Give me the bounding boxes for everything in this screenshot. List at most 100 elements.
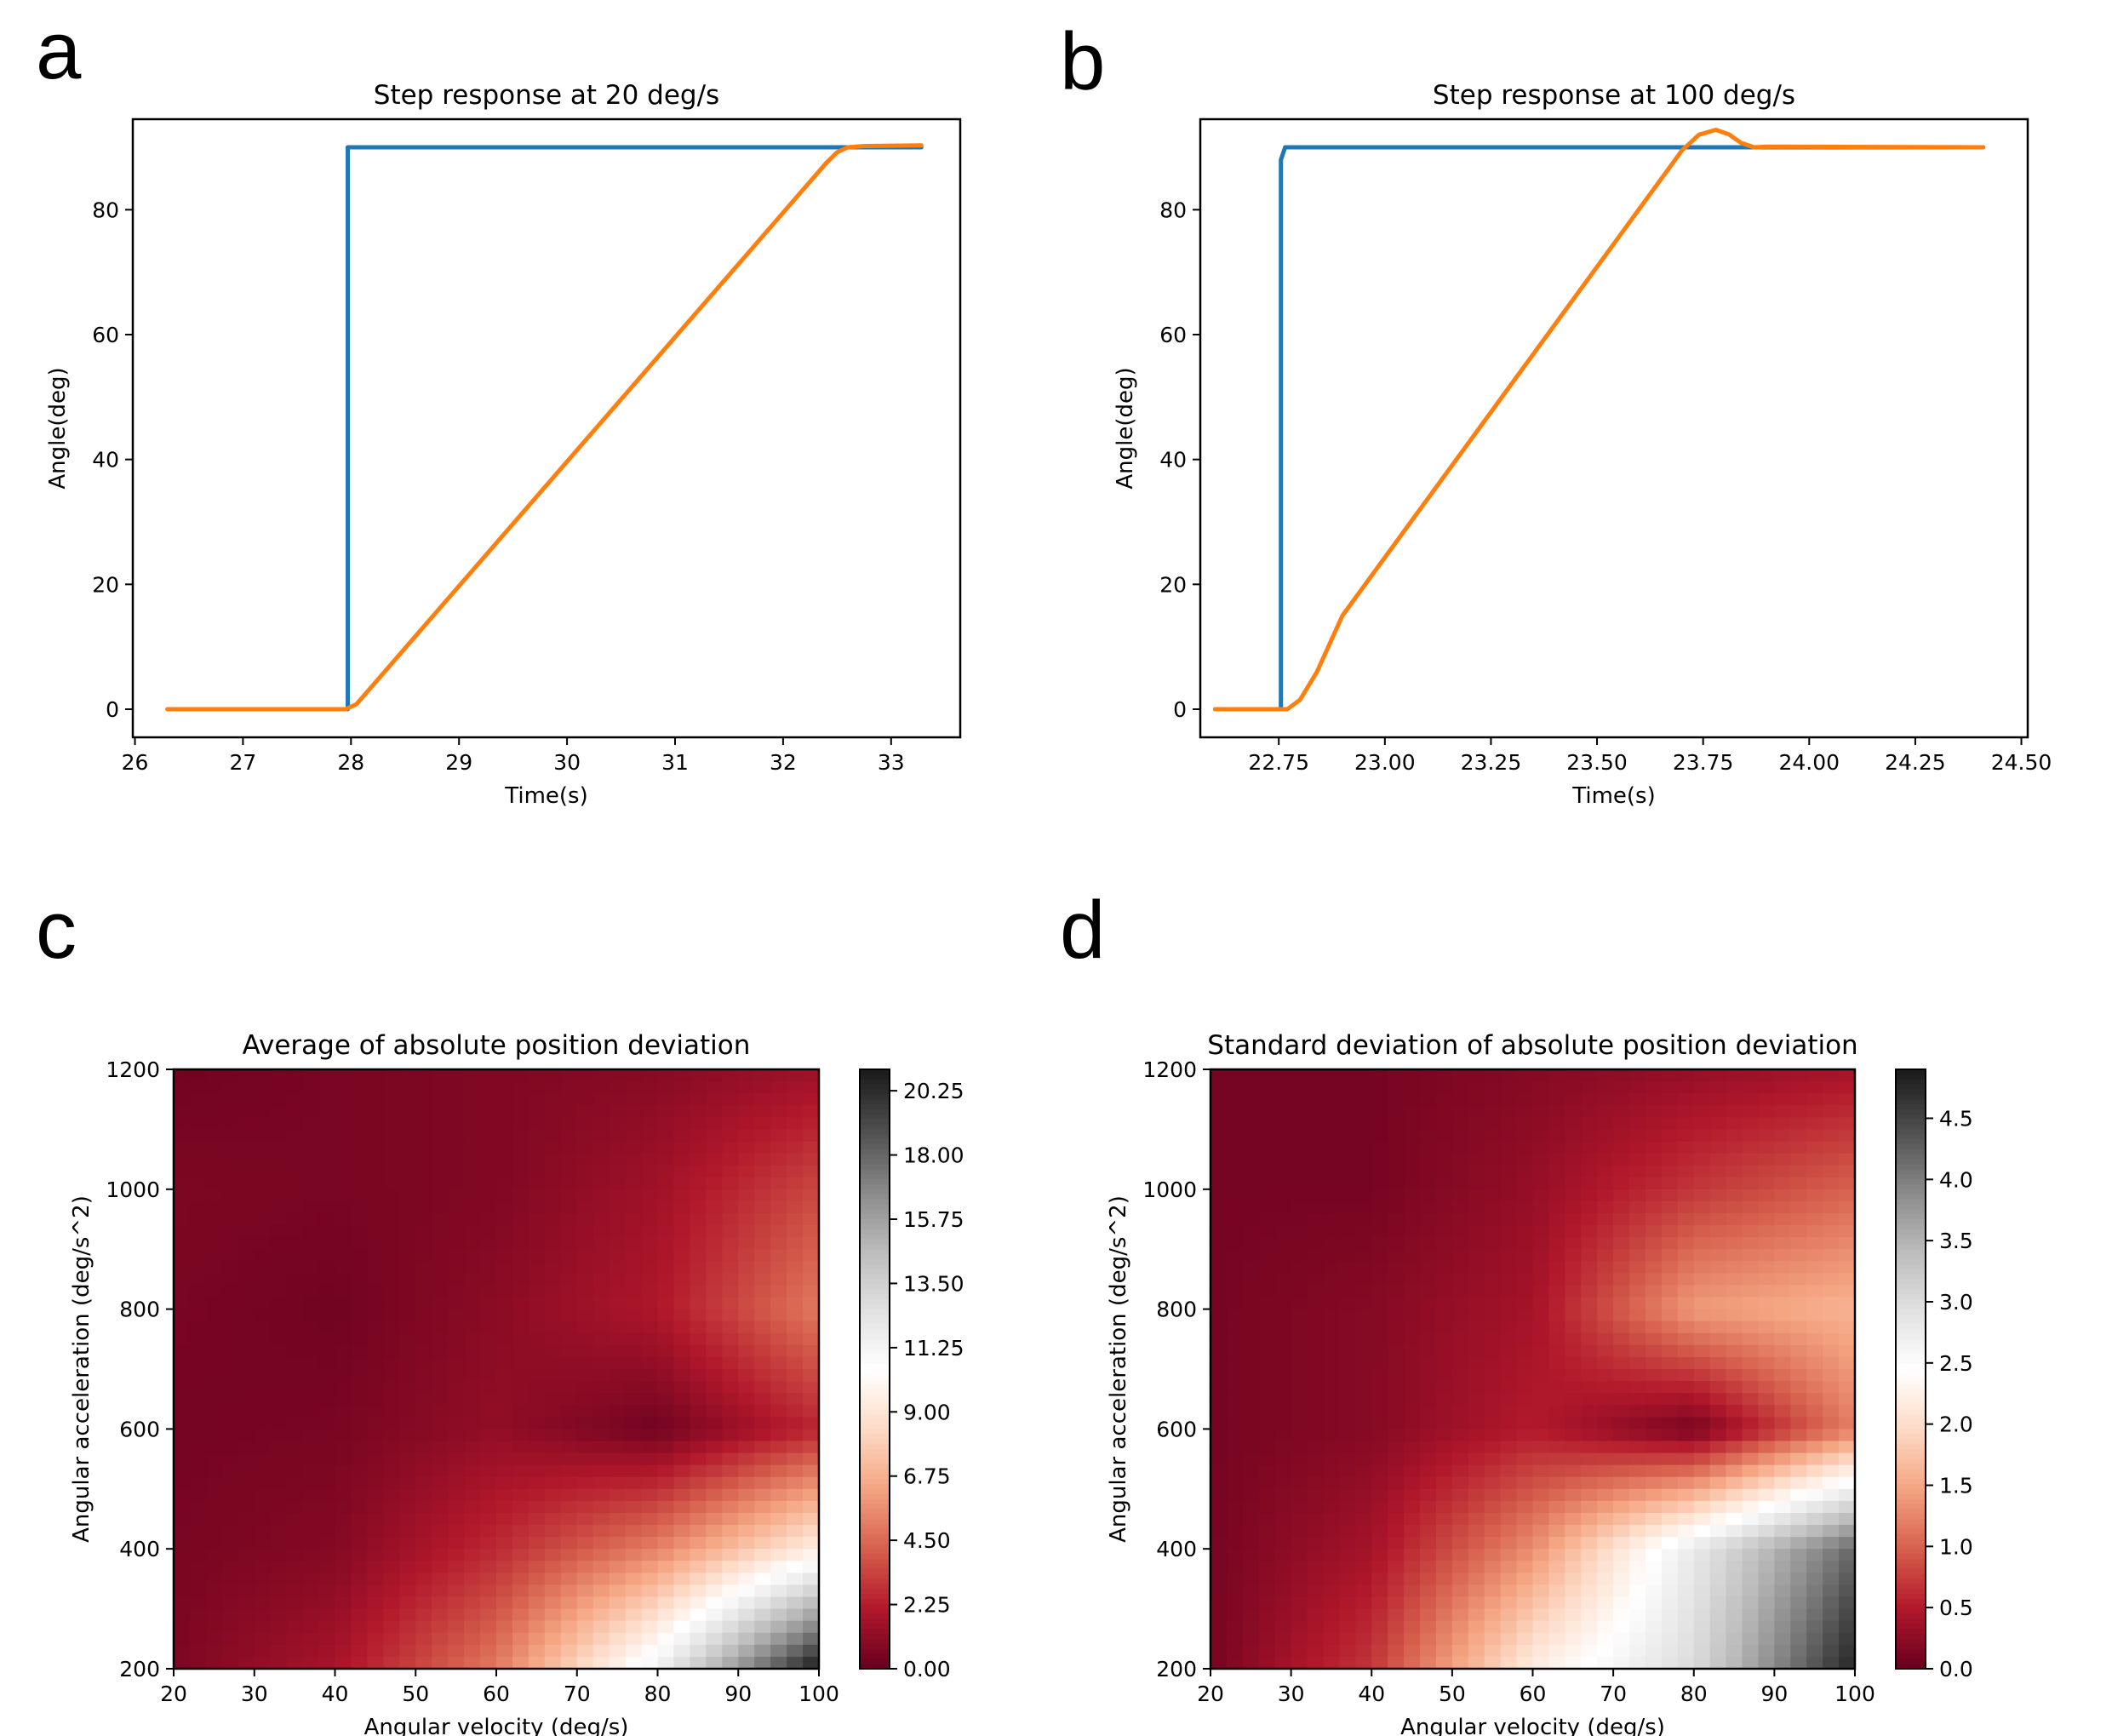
- heatmap-cell: [238, 1500, 255, 1514]
- heatmap-cell: [1258, 1429, 1276, 1442]
- heatmap-cell: [706, 1452, 723, 1466]
- heatmap-cell: [221, 1488, 239, 1502]
- heatmap-cell: [1839, 1332, 1856, 1346]
- heatmap-cell: [770, 1273, 787, 1286]
- heatmap-cell: [1451, 1464, 1469, 1478]
- panel-letter-d: d: [1060, 885, 1105, 976]
- heatmap-cell: [238, 1537, 255, 1550]
- heatmap-cell: [722, 1249, 739, 1262]
- heatmap-cell: [174, 1344, 191, 1358]
- heatmap-cell: [1839, 1321, 1856, 1334]
- heatmap-cell: [1693, 1105, 1711, 1118]
- heatmap-cell: [302, 1069, 320, 1082]
- heatmap-cell: [1468, 1429, 1485, 1442]
- heatmap-cell: [1435, 1237, 1453, 1250]
- heatmap-cell: [576, 1596, 594, 1610]
- heatmap-cell: [1823, 1356, 1840, 1370]
- colorbar-segment: [860, 1258, 890, 1265]
- heatmap-cell: [1516, 1249, 1534, 1262]
- heatmap-cell: [673, 1596, 690, 1610]
- heatmap-cell: [1211, 1644, 1228, 1658]
- colorbar-segment: [1896, 1448, 1926, 1455]
- heatmap-cell: [560, 1200, 578, 1214]
- heatmap-cell: [1629, 1237, 1646, 1250]
- heatmap-cell: [738, 1165, 755, 1178]
- heatmap-cell: [238, 1356, 255, 1370]
- heatmap-cell: [1484, 1249, 1502, 1262]
- heatmap-cell: [1661, 1297, 1679, 1310]
- heatmap-cell: [270, 1332, 288, 1346]
- heatmap-cell: [1581, 1417, 1598, 1429]
- colorbar-segment: [1896, 1648, 1926, 1654]
- colorbar-segment: [1896, 1638, 1926, 1645]
- heatmap-cell: [351, 1573, 368, 1586]
- heatmap-cell: [270, 1081, 288, 1094]
- heatmap-cell: [480, 1537, 497, 1550]
- heatmap-cell: [1307, 1165, 1325, 1178]
- heatmap-cell: [1709, 1573, 1727, 1586]
- heatmap-cell: [1323, 1441, 1340, 1454]
- heatmap-cell: [205, 1165, 223, 1178]
- heatmap-cell: [1823, 1069, 1840, 1082]
- heatmap-cell: [657, 1237, 675, 1250]
- heatmap-cell: [189, 1344, 207, 1358]
- heatmap-cell: [480, 1153, 497, 1166]
- heatmap-cell: [592, 1069, 610, 1082]
- heatmap-cell: [592, 1285, 610, 1298]
- colorbar-segment: [860, 1554, 890, 1560]
- heatmap-cell: [1451, 1129, 1469, 1143]
- heatmap-cell: [673, 1584, 690, 1598]
- colorbar-segment: [1896, 1554, 1926, 1560]
- heatmap-cell: [254, 1212, 272, 1226]
- heatmap-cell: [189, 1620, 207, 1634]
- heatmap-cell: [609, 1561, 627, 1573]
- heatmap-cell: [205, 1417, 223, 1429]
- heatmap-cell: [1629, 1464, 1646, 1478]
- heatmap-cell: [1258, 1273, 1276, 1286]
- heatmap-cell: [706, 1177, 723, 1190]
- heatmap-cell: [512, 1117, 529, 1130]
- heatmap-cell: [560, 1500, 578, 1514]
- heatmap-cell: [1532, 1381, 1550, 1394]
- heatmap-cell: [496, 1225, 513, 1238]
- colorbar-segment: [860, 1303, 890, 1310]
- heatmap-cell: [673, 1381, 690, 1394]
- heatmap-cell: [706, 1093, 723, 1106]
- heatmap-cell: [1339, 1441, 1356, 1454]
- heatmap-cell: [787, 1177, 804, 1190]
- heatmap-cell: [286, 1117, 304, 1130]
- heatmap-cell: [625, 1212, 643, 1226]
- heatmap-cell: [238, 1405, 255, 1418]
- heatmap-cell: [1211, 1117, 1228, 1130]
- heatmap-cell: [189, 1608, 207, 1622]
- heatmap-cell: [1565, 1381, 1582, 1394]
- heatmap-cell: [1258, 1321, 1276, 1334]
- heatmap-cell: [415, 1573, 432, 1586]
- heatmap-cell: [738, 1321, 755, 1334]
- heatmap-cell: [302, 1620, 320, 1634]
- heatmap-cell: [528, 1105, 546, 1118]
- heatmap-cell: [1500, 1561, 1518, 1573]
- heatmap-cell: [1693, 1464, 1711, 1478]
- heatmap-cell: [544, 1332, 562, 1346]
- heatmap-cell: [1516, 1356, 1534, 1370]
- heatmap-cell: [1597, 1405, 1614, 1418]
- heatmap-cell: [496, 1309, 513, 1322]
- heatmap-cell: [399, 1297, 416, 1310]
- heatmap-cell: [1355, 1129, 1372, 1143]
- heatmap-cell: [1211, 1344, 1228, 1358]
- heatmap-cell: [706, 1476, 723, 1490]
- x-tick-label: 100: [798, 1682, 839, 1706]
- heatmap-cell: [1839, 1452, 1856, 1466]
- heatmap-cell: [1790, 1584, 1807, 1598]
- heatmap-cell: [432, 1549, 449, 1561]
- heatmap-cell: [1371, 1381, 1388, 1394]
- heatmap-cell: [1677, 1105, 1695, 1118]
- heatmap-cell: [238, 1549, 255, 1561]
- heatmap-cell: [1339, 1429, 1356, 1442]
- heatmap-cell: [673, 1081, 690, 1094]
- heatmap-cell: [770, 1237, 787, 1250]
- heatmap-cell: [592, 1237, 610, 1250]
- heatmap-cell: [1339, 1237, 1356, 1250]
- colorbar-tick-label: 15.75: [903, 1207, 964, 1232]
